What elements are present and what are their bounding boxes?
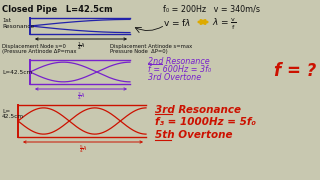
Text: 1st
Resonance: 1st Resonance [2, 18, 34, 29]
Text: $\lambda$ = $\frac{\mathrm{v}}{\mathrm{f}}$: $\lambda$ = $\frac{\mathrm{v}}{\mathrm{f… [212, 17, 237, 32]
Text: f = ?: f = ? [274, 62, 316, 80]
Text: L=: L= [2, 109, 10, 114]
Text: 3rd Resonance: 3rd Resonance [155, 105, 241, 115]
Text: 5th Overtone: 5th Overtone [155, 130, 233, 140]
Text: $\frac{5}{4}\lambda$: $\frac{5}{4}\lambda$ [79, 143, 87, 155]
Text: (Pressure Antinode ΔP=max: (Pressure Antinode ΔP=max [2, 49, 76, 54]
Text: $\frac{3}{4}\lambda$: $\frac{3}{4}\lambda$ [77, 90, 85, 102]
Text: Closed Pipe   L=42.5cm: Closed Pipe L=42.5cm [2, 5, 113, 14]
Text: 2nd Resonance: 2nd Resonance [148, 57, 210, 66]
Text: $\frac{1}{4}\lambda$: $\frac{1}{4}\lambda$ [77, 40, 85, 52]
Text: f₃ = 1000Hz = 5f₀: f₃ = 1000Hz = 5f₀ [155, 117, 256, 127]
Text: 3rd Overtone: 3rd Overtone [148, 73, 201, 82]
Text: 42.5cm: 42.5cm [2, 114, 24, 119]
Text: v = f$\lambda$: v = f$\lambda$ [163, 17, 191, 28]
Text: f₀ = 200Hz   v = 340m/s: f₀ = 200Hz v = 340m/s [163, 5, 260, 14]
Text: Displacement Node s=0: Displacement Node s=0 [2, 44, 66, 49]
Text: f = 600Hz = 3f₀: f = 600Hz = 3f₀ [148, 65, 211, 74]
Text: L=42.5cm: L=42.5cm [2, 69, 32, 75]
Text: Pressure Node  ΔP=0): Pressure Node ΔP=0) [110, 49, 168, 54]
Text: Displacement Antinode s=max: Displacement Antinode s=max [110, 44, 192, 49]
